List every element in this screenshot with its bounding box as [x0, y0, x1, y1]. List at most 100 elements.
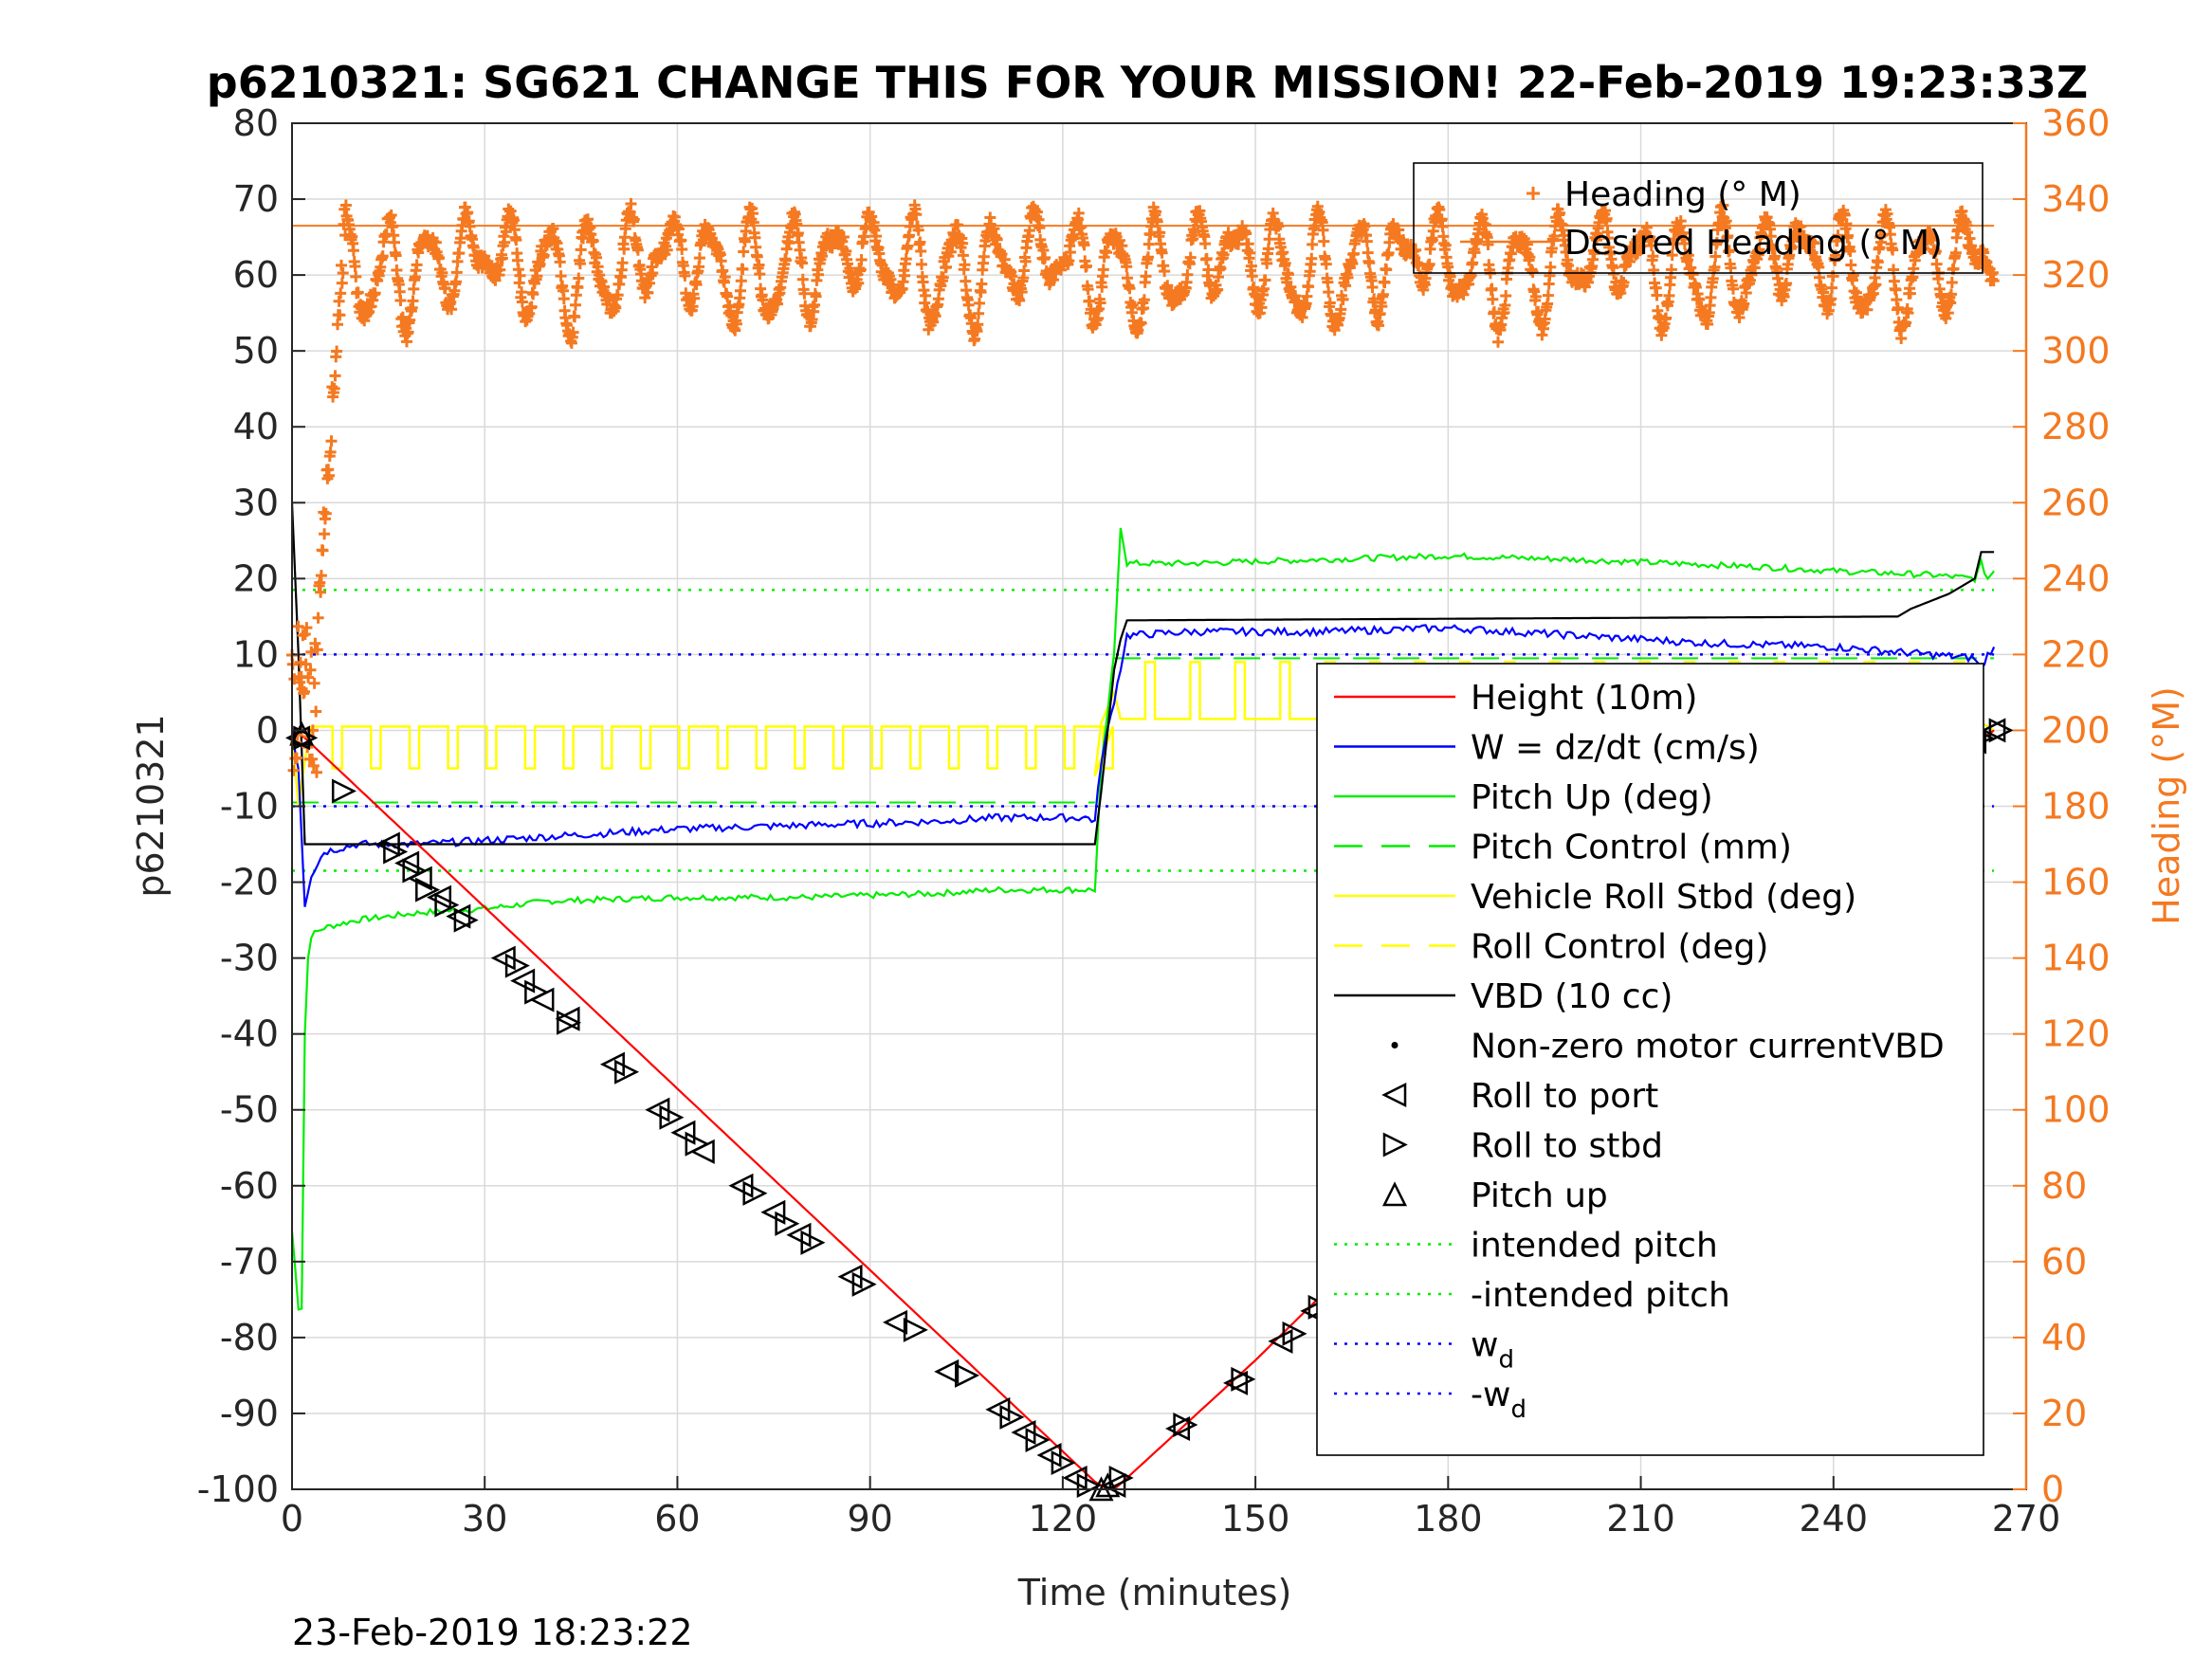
- legend-label: W = dz/dt (cm/s): [1471, 729, 1760, 768]
- roll-to-port-marker: [510, 968, 536, 994]
- legend-label-text: Roll to stbd: [1471, 1127, 1663, 1166]
- roll-to-stbd-marker: [1076, 1472, 1102, 1499]
- y-tick-label-right: 280: [2041, 406, 2111, 447]
- legend-label: Pitch Control (mm): [1471, 829, 1792, 867]
- roll-to-stbd-marker: [1231, 1366, 1256, 1392]
- legend-label: wd: [1471, 1326, 1514, 1375]
- legend-label: Roll to port: [1471, 1077, 1658, 1116]
- x-tick-label: 240: [1800, 1498, 1869, 1540]
- roll-to-stbd-marker: [1988, 718, 2014, 743]
- roll-to-port-marker: [670, 1120, 696, 1145]
- roll-to-stbd-marker: [800, 1230, 826, 1255]
- roll-to-stbd-marker: [331, 778, 356, 804]
- legend-label-text: Pitch Control (mm): [1471, 829, 1792, 867]
- legend-label: -intended pitch: [1471, 1276, 1730, 1315]
- y-tick-label-left: -50: [220, 1089, 279, 1131]
- y-tick-label-left: -80: [220, 1317, 279, 1358]
- y-tick-label-left: 20: [233, 557, 279, 599]
- main-legend: Height (10m) W = dz/dt (cm/s) Pitch Up (de…: [1316, 663, 1984, 1456]
- roll-to-stbd-marker: [775, 1211, 800, 1236]
- x-tick-label: 60: [654, 1498, 700, 1540]
- axis-ticks: 0 30 60 90 120 150 180 210 240 270 80 70 60 50 40 30 20 1…: [197, 102, 2111, 1540]
- y-tick-label-left: 0: [256, 709, 279, 751]
- x-tick-label: 120: [1029, 1498, 1098, 1540]
- legend-label: Pitch up: [1471, 1176, 1608, 1215]
- legend-label: Roll Control (deg): [1471, 928, 1768, 967]
- roll-to-stbd-marker: [434, 892, 460, 918]
- pitch-up-marker: [289, 720, 315, 746]
- legend-label-text: Pitch up: [1471, 1176, 1608, 1215]
- y-tick-label-left: 10: [233, 633, 279, 675]
- heading-legend-label: Desired Heading (° M): [1564, 224, 1943, 263]
- footer-timestamp: 23-Feb-2019 18:23:22: [292, 1612, 693, 1653]
- legend-label-text: Roll Control (deg): [1471, 928, 1768, 967]
- legend-label: VBD (10 cc): [1471, 977, 1673, 1016]
- heading-legend: Heading (° M) Desired Heading (° M): [1413, 162, 1983, 274]
- roll-to-port-marker: [1101, 1472, 1126, 1499]
- legend-label-subscript: d: [1510, 1395, 1526, 1424]
- legend-label: intended pitch: [1471, 1227, 1718, 1266]
- roll-to-stbd-marker: [1173, 1412, 1198, 1438]
- legend-label-text: intended pitch: [1471, 1227, 1718, 1266]
- y-tick-label-right: 160: [2041, 862, 2111, 903]
- legend-swatch: [1391, 1042, 1398, 1048]
- roll-to-stbd-marker: [402, 858, 428, 884]
- roll-to-port-marker: [394, 850, 420, 876]
- pitch-up-line: [290, 527, 1995, 1311]
- y-tick-label-right: 140: [2041, 938, 2111, 979]
- y-tick-label-right: 120: [2041, 1013, 2111, 1055]
- pitch-up-marker: [1095, 1472, 1121, 1498]
- y-tick-label-right: 340: [2041, 178, 2111, 220]
- legend-swatch: [1381, 1082, 1407, 1108]
- w-line: [290, 624, 1996, 907]
- legend-label-text: Roll to port: [1471, 1077, 1658, 1116]
- y-tick-label-right: 100: [2041, 1089, 2111, 1131]
- roll-to-port-marker: [883, 1309, 908, 1335]
- roll-to-stbd-marker: [504, 953, 530, 978]
- y-tick-label-left: 50: [233, 330, 279, 372]
- y-tick-label-left: 80: [233, 102, 279, 144]
- legend-label: Roll to stbd: [1471, 1127, 1663, 1166]
- legend-label: Vehicle Roll Stbd (deg): [1471, 878, 1856, 917]
- legend-label-text: Vehicle Roll Stbd (deg): [1471, 878, 1856, 917]
- heading-legend-box: [1413, 162, 1983, 274]
- legend-label: Pitch Up (deg): [1471, 778, 1713, 817]
- y-tick-label-left: 30: [233, 482, 279, 523]
- y-tick-label-right: 260: [2041, 482, 2111, 523]
- legend-label-text: w: [1471, 1326, 1498, 1365]
- legend-label: Non-zero motor currentVBD: [1471, 1028, 1945, 1066]
- y-tick-label-right: 300: [2041, 330, 2111, 372]
- roll-to-stbd-marker: [453, 907, 479, 933]
- y-tick-label-left: -100: [197, 1468, 279, 1510]
- roll-to-stbd-marker: [1025, 1427, 1051, 1453]
- y-tick-label-left: -20: [220, 862, 279, 903]
- y-tick-label-right: 220: [2041, 633, 2111, 675]
- y-axis-label-left: p6210321: [130, 714, 172, 897]
- x-tick-label: 180: [1414, 1498, 1483, 1540]
- roll-to-stbd-marker: [1282, 1321, 1307, 1346]
- roll-to-stbd-marker: [383, 839, 409, 865]
- legend-label-subscript: d: [1498, 1346, 1514, 1375]
- y-tick-label-left: 60: [233, 254, 279, 296]
- roll-to-port-marker: [375, 831, 400, 857]
- roll-to-stbd-marker: [955, 1362, 980, 1388]
- heading-legend-swatch: [1526, 187, 1540, 200]
- x-tick-label: 210: [1606, 1498, 1675, 1540]
- legend-label: Height (10m): [1471, 679, 1697, 718]
- roll-to-port-marker: [1981, 718, 2006, 743]
- legend-swatch: [1381, 1181, 1408, 1207]
- legend-label-text: Pitch Up (deg): [1471, 778, 1713, 817]
- reference-lines: [292, 589, 1995, 872]
- roll-to-stbd-marker: [524, 979, 550, 1005]
- roll-to-stbd-marker: [851, 1271, 877, 1297]
- y-tick-label-left: -30: [220, 938, 279, 979]
- x-tick-label: 90: [847, 1498, 892, 1540]
- roll-to-stbd-marker: [1051, 1449, 1076, 1476]
- roll-to-port-marker: [555, 1006, 580, 1031]
- legend-label-text: -w: [1471, 1376, 1510, 1414]
- roll-to-stbd-marker: [659, 1104, 685, 1130]
- roll-to-port-marker: [760, 1199, 786, 1225]
- x-tick-label: 0: [281, 1498, 303, 1540]
- y-tick-label-right: 360: [2041, 102, 2111, 144]
